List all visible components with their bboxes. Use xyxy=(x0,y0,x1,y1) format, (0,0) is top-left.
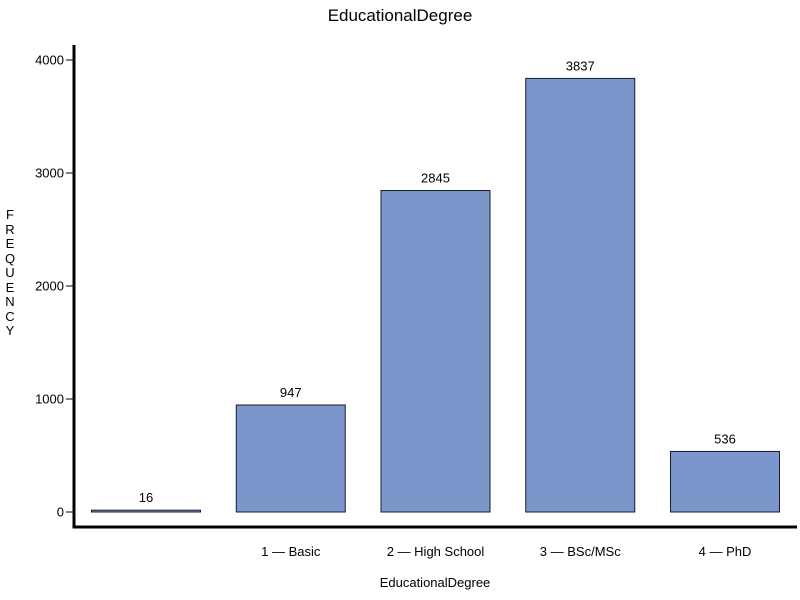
x-tick-label: 1 — Basic xyxy=(261,544,321,559)
x-tick-label: 4 — PhD xyxy=(699,544,752,559)
data-label: 2845 xyxy=(421,171,450,186)
chart-title: EducationalDegree xyxy=(327,6,473,25)
data-label: 3837 xyxy=(566,58,595,73)
bar xyxy=(235,404,346,513)
y-axis-ticks: 0 1000 2000 3000 4000 xyxy=(35,53,74,520)
y-axis-label-letter: F xyxy=(6,207,14,222)
x-tick-label: 3 — BSc/MSc xyxy=(540,544,621,559)
y-tick-label: 2000 xyxy=(35,279,64,294)
bar xyxy=(91,509,201,513)
y-axis-label-letter: Y xyxy=(5,323,15,338)
data-label: 16 xyxy=(139,490,153,505)
bar xyxy=(670,450,780,513)
data-label: 947 xyxy=(280,385,302,400)
y-axis-label-letter: E xyxy=(5,279,15,295)
y-axis-label-letter: R xyxy=(5,221,15,237)
y-tick-label: 4000 xyxy=(35,53,64,68)
y-tick-label: 1000 xyxy=(35,392,64,407)
x-tick-label: 2 — High School xyxy=(387,544,485,559)
data-label: 536 xyxy=(714,431,736,446)
data-labels: 16 947 2845 3837 536 xyxy=(139,58,736,505)
category-labels: 1 — Basic 2 — High School 3 — BSc/MSc 4 — P… xyxy=(261,544,751,559)
y-axis-label-letter: U xyxy=(5,265,15,280)
bars xyxy=(91,77,780,513)
y-tick-label: 0 xyxy=(57,505,64,520)
y-axis-label-letter: Q xyxy=(4,250,16,266)
bar xyxy=(525,77,636,513)
y-tick-label: 3000 xyxy=(35,166,64,181)
y-axis-label-letter: C xyxy=(5,308,15,324)
bar xyxy=(380,190,491,513)
y-axis-label-letter: E xyxy=(5,236,15,251)
y-axis-label-letter: N xyxy=(5,294,15,309)
x-axis-label: EducationalDegree xyxy=(379,575,491,590)
